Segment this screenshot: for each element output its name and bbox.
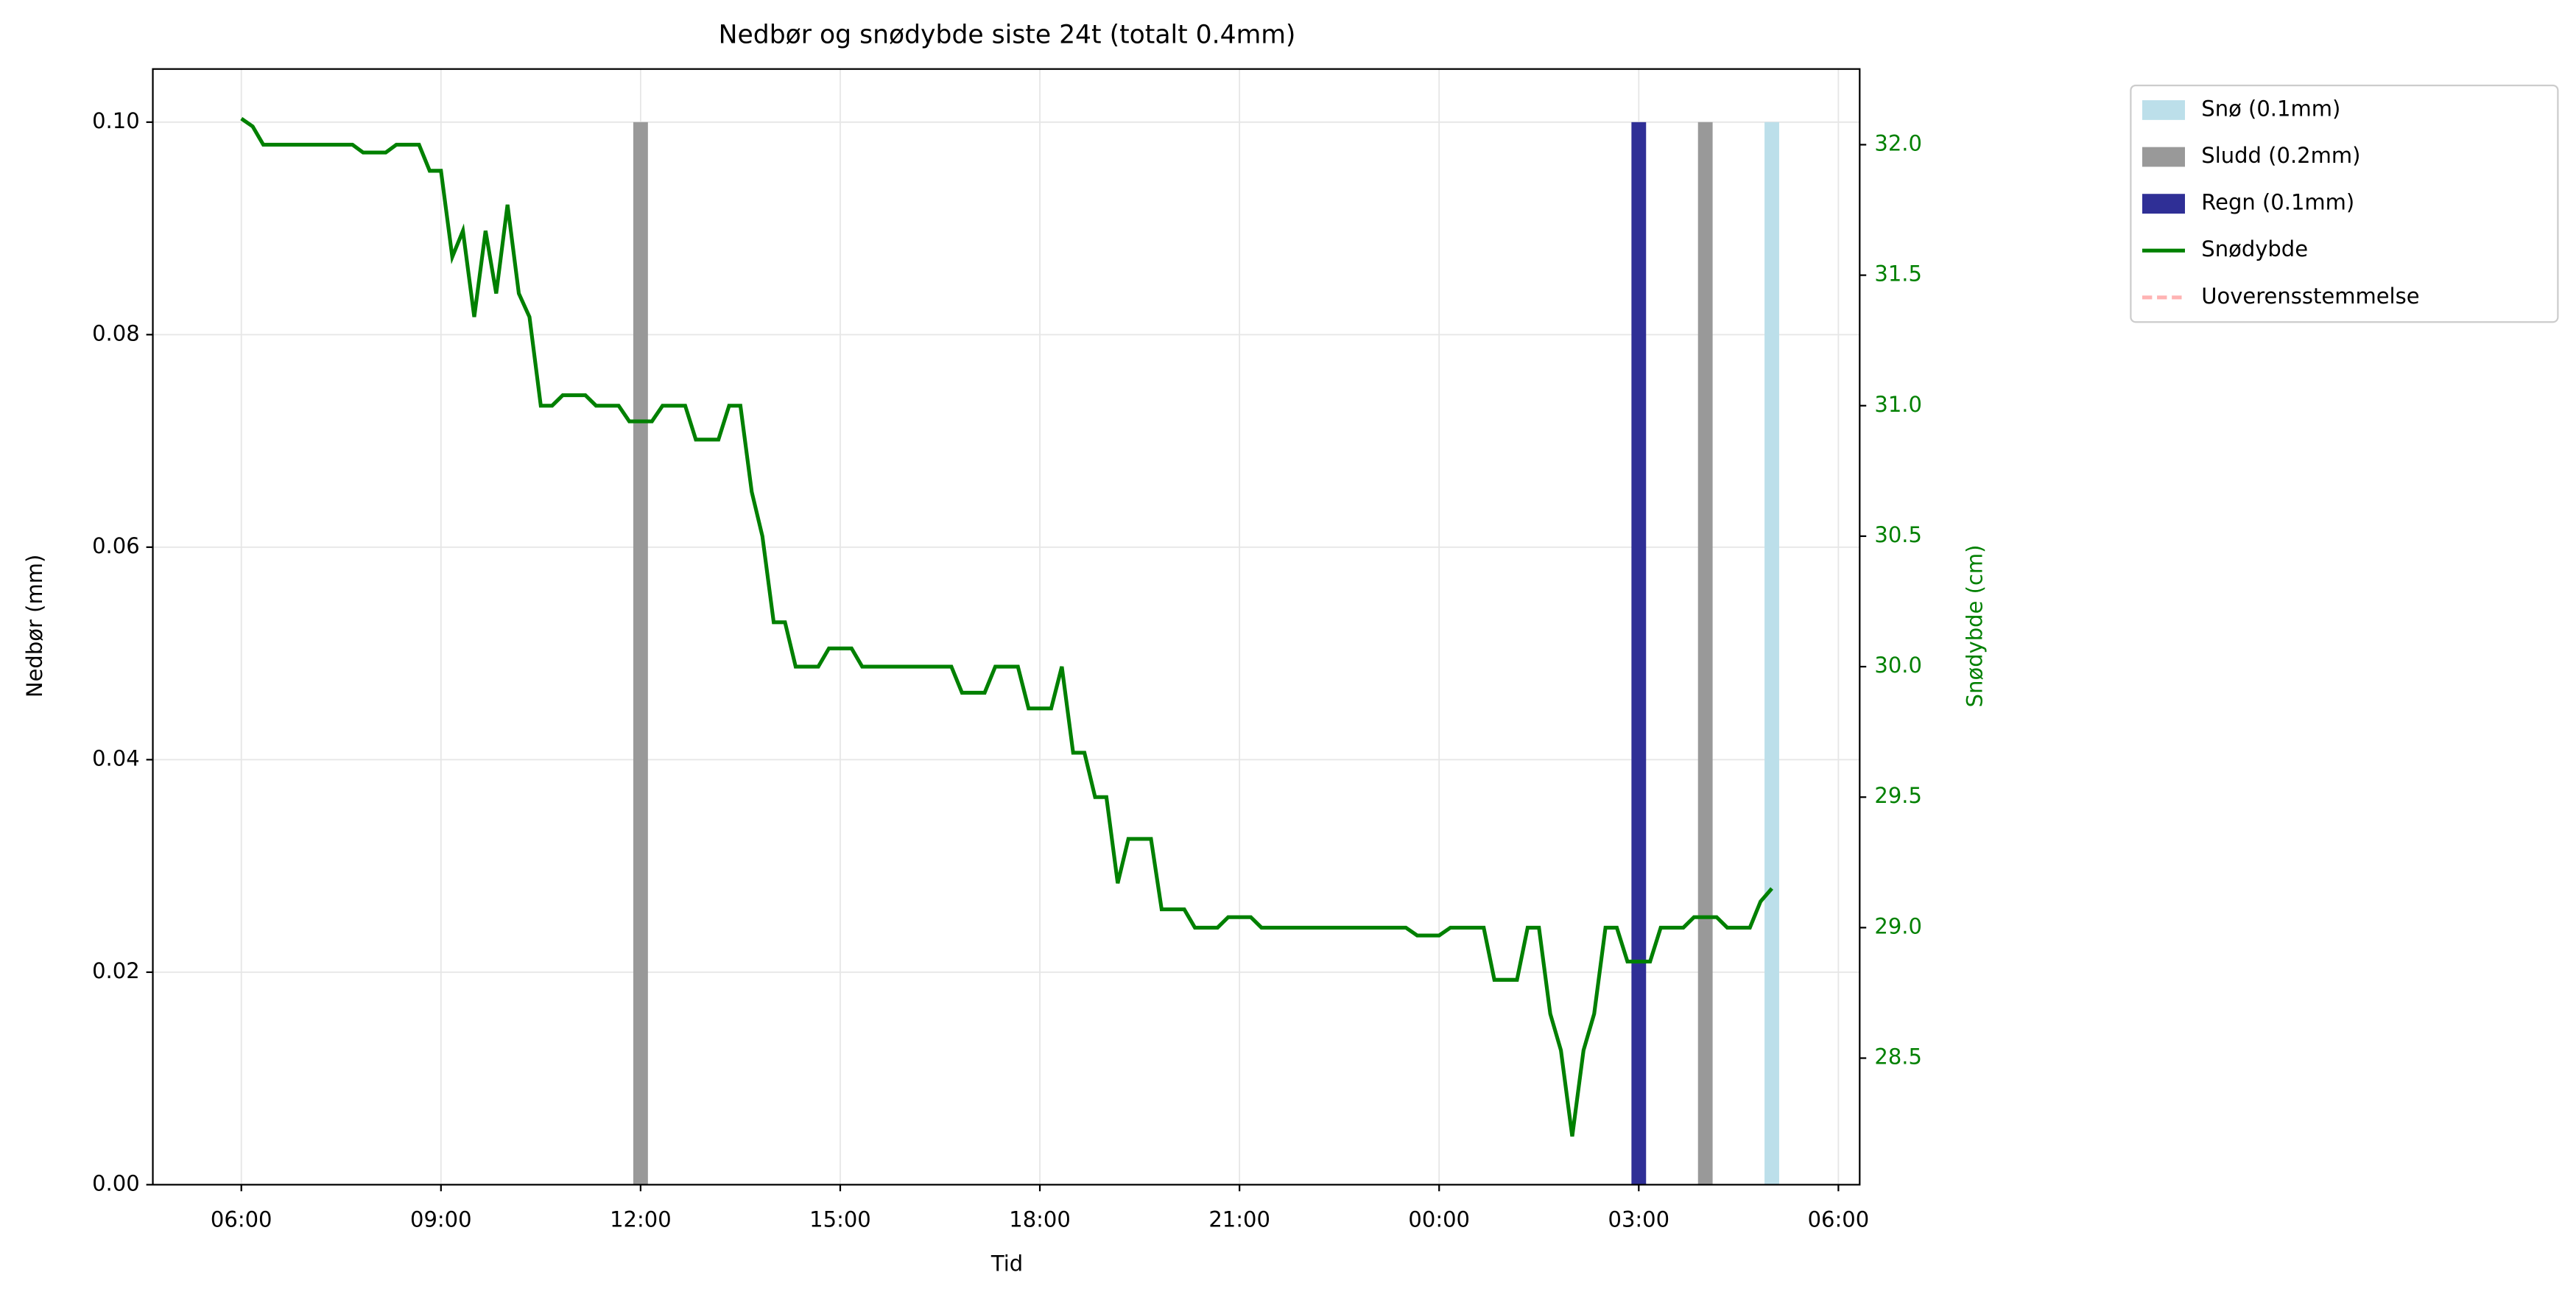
legend-swatch xyxy=(2142,194,2185,214)
line xyxy=(240,116,1773,1137)
legend-label: Regn (0.1mm) xyxy=(2201,190,2354,215)
y2-tick-label: 31.0 xyxy=(1874,392,1922,417)
x-tick-label: 06:00 xyxy=(1808,1207,1870,1232)
y2-tick-label: 28.5 xyxy=(1874,1044,1922,1070)
legend-swatch xyxy=(2142,147,2185,167)
y-tick-label: 0.04 xyxy=(92,745,140,770)
chart-title: Nedbør og snødybde siste 24t (totalt 0.4… xyxy=(719,21,1296,50)
y-tick-label: 0.10 xyxy=(92,108,140,133)
x-tick-label: 06:00 xyxy=(211,1207,272,1232)
x-tick-label: 00:00 xyxy=(1408,1207,1470,1232)
x-tick-label: 12:00 xyxy=(610,1207,672,1232)
y2-tick-label: 30.0 xyxy=(1874,653,1922,678)
y2-tick-label: 29.0 xyxy=(1874,913,1922,938)
y2-axis-label: Snødybde (cm) xyxy=(1963,545,1988,708)
y-tick-label: 0.02 xyxy=(92,958,140,983)
legend-label: Snø (0.1mm) xyxy=(2201,96,2340,121)
y-tick-label: 0.00 xyxy=(92,1170,140,1195)
y2-tick-label: 32.0 xyxy=(1874,130,1922,155)
bar xyxy=(1764,122,1779,1185)
bar xyxy=(1631,122,1647,1185)
x-tick-label: 15:00 xyxy=(809,1207,871,1232)
x-axis-label: Tid xyxy=(990,1251,1023,1276)
x-tick-label: 03:00 xyxy=(1608,1207,1670,1232)
bar xyxy=(633,122,648,1185)
y-tick-label: 0.06 xyxy=(92,533,140,558)
x-tick-label: 18:00 xyxy=(1009,1207,1071,1232)
y2-tick-label: 30.5 xyxy=(1874,522,1922,547)
y2-tick-label: 29.5 xyxy=(1874,783,1922,808)
legend-box xyxy=(2130,84,2559,323)
x-tick-label: 21:00 xyxy=(1208,1207,1270,1232)
y-axis-label: Nedbør (mm) xyxy=(22,555,47,698)
plot-frame xyxy=(152,68,1861,1186)
legend-label: Sludd (0.2mm) xyxy=(2201,143,2360,168)
legend-label: Uoverensstemmelse xyxy=(2201,284,2419,309)
x-tick-label: 09:00 xyxy=(410,1207,472,1232)
y-tick-label: 0.08 xyxy=(92,320,140,345)
legend-label: Snødybde xyxy=(2201,236,2308,261)
bar xyxy=(1697,122,1713,1185)
legend-swatch xyxy=(2142,100,2185,120)
y2-tick-label: 31.5 xyxy=(1874,261,1922,287)
